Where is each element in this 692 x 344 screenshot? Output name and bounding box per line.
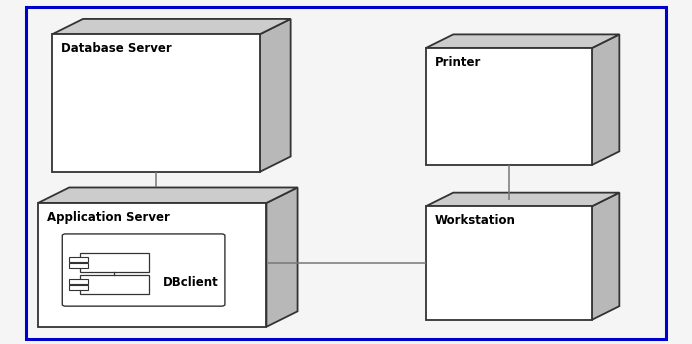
Polygon shape (592, 193, 619, 320)
Polygon shape (260, 19, 291, 172)
Text: Workstation: Workstation (435, 214, 516, 227)
Polygon shape (52, 19, 291, 34)
Bar (80, 253, 149, 272)
Bar (69, 257, 89, 262)
Bar (80, 275, 149, 294)
Bar (69, 279, 89, 284)
FancyBboxPatch shape (62, 234, 225, 306)
Text: DBclient: DBclient (163, 277, 219, 289)
Bar (69, 263, 89, 268)
Polygon shape (38, 187, 298, 203)
Text: Application Server: Application Server (47, 211, 170, 224)
Polygon shape (266, 187, 298, 327)
Text: Database Server: Database Server (61, 42, 172, 55)
Bar (52, 34, 260, 172)
Bar (38, 203, 266, 327)
Bar (426, 48, 592, 165)
Polygon shape (592, 34, 619, 165)
Text: Printer: Printer (435, 56, 481, 69)
Polygon shape (426, 34, 619, 48)
Bar (426, 206, 592, 320)
Polygon shape (426, 193, 619, 206)
Bar (69, 285, 89, 290)
